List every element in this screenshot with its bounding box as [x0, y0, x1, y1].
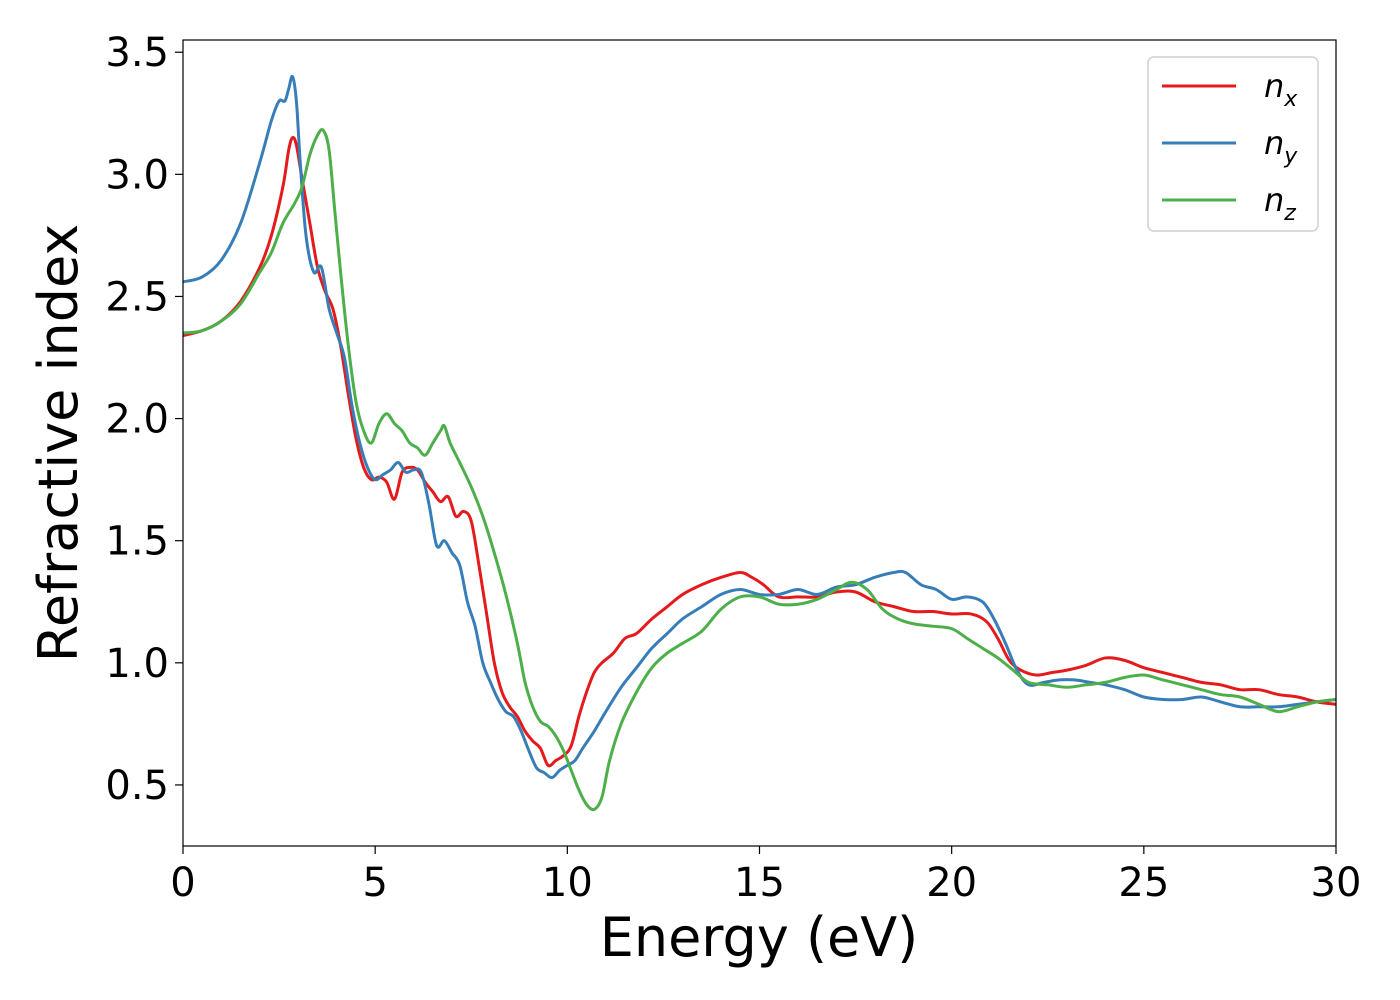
x-tick-label: 5: [362, 860, 387, 906]
y-tick-label: 2.5: [105, 274, 169, 320]
y-tick-label: 1.0: [105, 641, 169, 687]
legend-label-base: n: [1264, 67, 1284, 105]
legend-label-base: n: [1264, 124, 1284, 162]
y-tick-label: 3.0: [105, 152, 169, 198]
series-layer: [183, 74, 1336, 812]
legend-label-base: n: [1264, 181, 1284, 219]
y-tick-label: 0.5: [105, 763, 169, 809]
legend-label-n-x: nx: [1264, 67, 1298, 112]
x-tick-label: 0: [170, 860, 195, 906]
series-line-n-x: [183, 135, 1336, 768]
y-axis-title: Refractive index: [27, 224, 90, 663]
x-tick-label: 10: [542, 860, 593, 906]
y-axis: 0.5 1.0 1.5 2.0 2.5 3.0 3.5: [105, 30, 183, 809]
y-tick-label: 3.5: [105, 30, 169, 76]
x-tick-label: 15: [734, 860, 785, 906]
y-tick-label: 2.0: [105, 397, 169, 443]
x-axis-title: Energy (eV): [600, 906, 919, 969]
x-tick-label: 20: [926, 860, 977, 906]
legend-label-subscript: x: [1283, 87, 1298, 112]
series-line-n-z: [183, 128, 1336, 812]
x-tick-label: 25: [1118, 860, 1169, 906]
legend-label-n-z: nz: [1264, 181, 1296, 226]
y-tick-label: 1.5: [105, 519, 169, 565]
legend-label-n-y: ny: [1264, 124, 1298, 169]
legend-label-subscript: z: [1283, 201, 1296, 226]
x-axis: 0 5 10 15 20 25 30: [170, 846, 1361, 906]
legend-label-subscript: y: [1283, 144, 1298, 169]
x-tick-label: 30: [1311, 860, 1362, 906]
